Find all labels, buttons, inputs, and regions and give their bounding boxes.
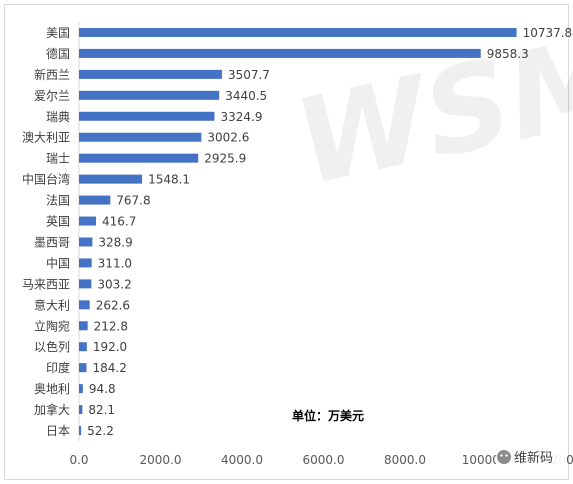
category-label: 新西兰 (34, 67, 70, 82)
category-label: 中国台湾 (22, 172, 70, 187)
value-label: 212.8 (94, 319, 128, 333)
category-label: 爱尔兰 (34, 88, 70, 103)
category-label: 法国 (46, 194, 70, 208)
category-label: 德国 (46, 46, 70, 61)
category-label: 瑞士 (46, 152, 70, 166)
value-label: 416.7 (102, 215, 136, 229)
x-tick-label: 6000.0 (303, 453, 345, 467)
value-label: 3507.7 (228, 68, 270, 82)
category-label: 英国 (46, 215, 70, 229)
value-label: 52.2 (87, 424, 114, 438)
value-label: 328.9 (98, 235, 132, 249)
value-label: 1548.1 (148, 173, 190, 187)
x-tick-label: 0.0 (69, 453, 88, 467)
bar (79, 405, 83, 415)
bar (79, 111, 215, 121)
bar (79, 195, 111, 205)
bar (79, 258, 92, 268)
category-label: 加拿大 (34, 402, 70, 417)
value-label: 303.2 (97, 277, 131, 291)
chart-frame (4, 4, 569, 480)
bar (79, 342, 87, 352)
category-label: 美国 (46, 26, 70, 40)
bar (79, 300, 90, 310)
category-label: 马来西亚 (22, 277, 70, 291)
bar (79, 216, 96, 226)
bar (79, 90, 220, 100)
value-label: 767.8 (116, 194, 150, 208)
bar (79, 363, 87, 373)
category-label: 奥地利 (34, 382, 70, 396)
value-label: 262.6 (96, 298, 130, 312)
bar (79, 237, 93, 247)
value-label: 9858.3 (487, 47, 529, 61)
x-tick-label: 8000.0 (384, 453, 426, 467)
wechat-icon (497, 450, 511, 464)
category-label: 印度 (46, 360, 70, 375)
category-label: 澳大利亚 (22, 131, 70, 145)
bar (79, 384, 83, 394)
unit-annotation: 单位：万美元 (292, 408, 364, 423)
source-badge: 维新码 (514, 450, 553, 466)
source-badge-bg (496, 446, 566, 468)
value-label: 184.2 (93, 361, 127, 375)
wechat-icon-eye-right (505, 454, 508, 457)
value-label: 82.1 (88, 403, 115, 417)
value-label: 311.0 (98, 256, 132, 270)
value-label: 3002.6 (207, 131, 249, 145)
bar (79, 48, 481, 58)
bar (79, 321, 88, 331)
bar (79, 27, 517, 37)
bar (79, 153, 199, 163)
value-label: 94.8 (89, 382, 116, 396)
x-tick-label: 2000.0 (140, 453, 182, 467)
category-label: 中国 (46, 255, 70, 270)
category-label: 墨西哥 (34, 235, 70, 249)
category-label: 意大利 (34, 297, 70, 312)
bar (79, 279, 92, 289)
wechat-icon-eye-left (500, 454, 503, 457)
bar (79, 426, 82, 436)
category-label: 瑞典 (46, 110, 70, 124)
bar (79, 132, 202, 142)
value-label: 3324.9 (220, 110, 262, 124)
value-label: 10737.8 (523, 26, 573, 40)
bar (79, 174, 143, 184)
category-label: 立陶宛 (34, 318, 70, 333)
value-label: 192.0 (93, 340, 127, 354)
bar (79, 69, 222, 79)
category-label: 以色列 (34, 340, 70, 354)
value-label: 2925.9 (204, 152, 246, 166)
x-tick-label: 4000.0 (221, 453, 263, 467)
category-label: 日本 (46, 424, 70, 438)
value-label: 3440.5 (225, 89, 267, 103)
